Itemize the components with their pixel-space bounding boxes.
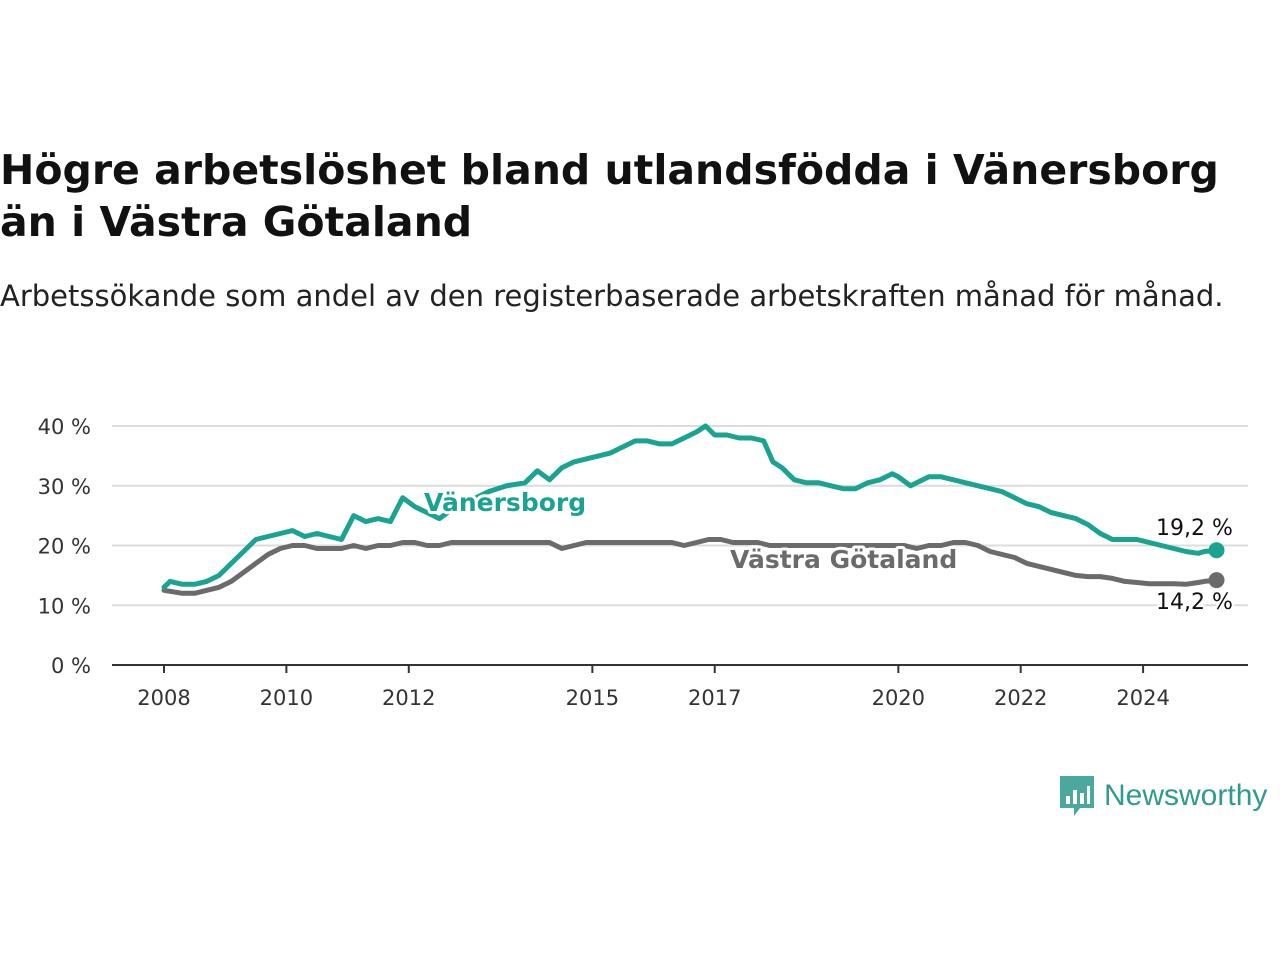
y-tick-label: 30 % [38, 475, 91, 499]
x-tick-label: 2015 [566, 686, 619, 710]
series-label-vastra-gotaland: Västra Götaland [730, 545, 957, 574]
series-labels: Vänersborg Västra Götaland 19,2 % 14,2 % [421, 485, 1235, 618]
line-chart: 0 % 10 % 20 % 30 % 40 % 2008 2010 2012 2015 2017… [38, 415, 1248, 710]
y-tick-label: 40 % [38, 415, 91, 439]
x-tick-label: 2010 [260, 686, 313, 710]
x-tick-label: 2022 [994, 686, 1047, 710]
chart-subtitle: Arbetssökande som andel av den registerb… [0, 279, 1224, 313]
y-tick-label: 20 % [38, 535, 91, 559]
x-tick-label: 2020 [872, 686, 925, 710]
x-tick-label: 2024 [1116, 686, 1169, 710]
series-line-vastra-gotaland [161, 537, 1219, 596]
newsworthy-logo-icon [1060, 776, 1094, 816]
y-axis-ticks: 0 % 10 % 20 % 30 % 40 % [38, 415, 91, 678]
gridlines [112, 425, 1248, 607]
series-line-vanersborg [161, 423, 1219, 590]
x-tick-label: 2008 [137, 686, 190, 710]
x-axis-ticks: 2008 2010 2012 2015 2017 2020 2022 2024 [137, 665, 1170, 710]
series-lines [161, 423, 1225, 596]
y-tick-label: 0 % [51, 654, 91, 678]
end-value-label-vastra-gotaland: 14,2 % [1156, 590, 1233, 615]
series-label-vanersborg: Vänersborg [424, 488, 586, 517]
x-tick-label: 2012 [382, 686, 435, 710]
x-tick-label: 2017 [688, 686, 741, 710]
end-point-vastra-gotaland [1208, 572, 1225, 589]
brand: Newsworthy [1058, 774, 1267, 818]
end-value-label-vanersborg: 19,2 % [1156, 516, 1233, 541]
end-point-vanersborg [1208, 542, 1225, 559]
y-tick-label: 10 % [38, 594, 91, 618]
brand-name: Newsworthy [1104, 779, 1268, 812]
chart-title: Högre arbetslöshet bland utlandsfödda i … [0, 146, 1219, 246]
